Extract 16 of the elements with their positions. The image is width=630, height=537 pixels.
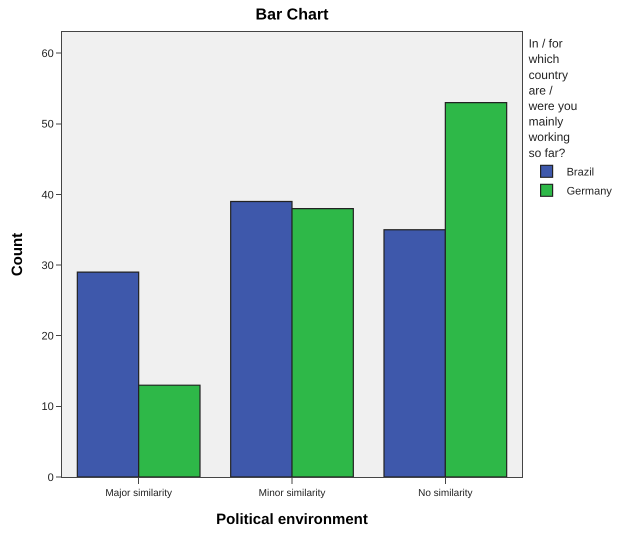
legend-label: Germany [566,186,612,198]
legend-label: Brazil [566,166,594,179]
x-tick-label: Minor similarity [258,488,326,499]
legend-title: In / for which country are / were you mainly working so far? [528,36,578,160]
y-tick-label: 20 [42,330,54,343]
y-axis-title: Count [8,232,26,276]
y-tick-label: 10 [42,401,54,414]
y-tick-label: 40 [42,189,54,202]
y-tick-label: 50 [42,118,54,131]
y-tick-label: 0 [48,472,54,484]
chart-title: Bar Chart [256,6,330,24]
x-axis-title: Political environment [216,511,368,528]
y-tick-label: 60 [42,48,54,60]
y-tick-label: 30 [42,260,54,272]
x-tick-label: Major similarity [105,488,172,499]
x-tick-label: No similarity [418,488,473,499]
